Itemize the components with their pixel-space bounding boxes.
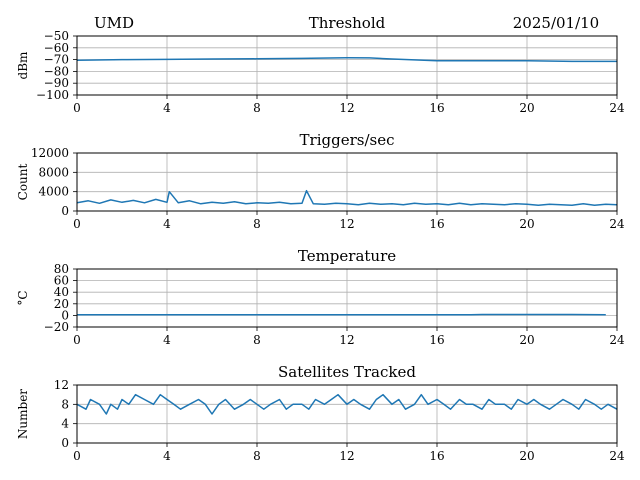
- x-tick-label: 16: [429, 101, 444, 115]
- x-tick-label: 24: [609, 449, 625, 463]
- x-tick-label: 20: [519, 333, 534, 347]
- x-tick-label: 24: [609, 333, 625, 347]
- y-axis-label: Count: [16, 163, 30, 200]
- x-tick-label: 4: [163, 449, 171, 463]
- x-tick-label: 20: [519, 101, 534, 115]
- y-tick-label: 0: [61, 436, 69, 450]
- y-axis-label: °C: [16, 290, 30, 305]
- y-tick-label: −70: [44, 53, 69, 67]
- y-tick-label: 12000: [31, 146, 69, 160]
- y-tick-label: 60: [54, 274, 69, 288]
- y-tick-label: −100: [36, 88, 69, 102]
- x-tick-label: 0: [73, 449, 81, 463]
- y-tick-label: 4: [61, 417, 69, 431]
- x-tick-label: 12: [339, 101, 354, 115]
- y-tick-label: 0: [61, 204, 69, 218]
- y-tick-label: 4000: [38, 185, 69, 199]
- chart-panel-4: 0 4 8 12 16 20 24 0 4 8 12 Satellites Tracked Number: [16, 363, 625, 463]
- x-tick-label: 16: [429, 333, 444, 347]
- x-tick-label: 0: [73, 333, 81, 347]
- y-tick-label: 80: [54, 262, 69, 276]
- x-tick-label: 16: [429, 217, 444, 231]
- y-tick-label: −80: [44, 64, 69, 78]
- x-tick-label: 0: [73, 101, 81, 115]
- y-tick-label: 40: [54, 285, 69, 299]
- y-tick-label: 20: [54, 297, 69, 311]
- y-tick-label: −60: [44, 41, 69, 55]
- y-tick-label: 8000: [38, 165, 69, 179]
- y-tick-label: 8: [61, 397, 69, 411]
- x-tick-label: 24: [609, 217, 625, 231]
- x-tick-label: 4: [163, 217, 171, 231]
- x-tick-label: 4: [163, 101, 171, 115]
- y-tick-label: −20: [44, 320, 69, 334]
- y-axis-label: Number: [16, 389, 30, 439]
- panel-title: Temperature: [298, 247, 396, 265]
- x-tick-label: 8: [253, 333, 261, 347]
- panel-title: Triggers/sec: [300, 131, 395, 149]
- series-line-1: [76, 57, 617, 63]
- x-tick-label: 0: [73, 217, 81, 231]
- x-tick-label: 8: [253, 217, 261, 231]
- series-line-1: [76, 393, 618, 415]
- x-tick-label: 16: [429, 449, 444, 463]
- y-tick-label: −90: [44, 76, 69, 90]
- x-tick-label: 8: [253, 101, 261, 115]
- x-tick-label: 12: [339, 449, 354, 463]
- station-label: UMD: [94, 14, 134, 32]
- chart-panel-1: 0 4 8 12 16 20 24 −100−90−80−70−60−50 Threshold d…: [16, 14, 625, 115]
- x-tick-label: 12: [339, 217, 354, 231]
- chart-panels: 0 4 8 12 16 20 24 −100−90−80−70−60−50 Threshold d…: [16, 14, 625, 463]
- chart-panel-2: 0 4 8 12 16 20 24 0 4000 8000 12000 Triggers/sec Cou…: [16, 131, 625, 231]
- x-tick-label: 20: [519, 217, 534, 231]
- series-line-1: [76, 189, 618, 206]
- panel-title: Threshold: [309, 14, 386, 32]
- date-label: 2025/01/10: [513, 14, 599, 32]
- x-tick-label: 12: [339, 333, 354, 347]
- panel-title: Satellites Tracked: [278, 363, 416, 381]
- x-tick-label: 24: [609, 101, 625, 115]
- x-tick-label: 4: [163, 333, 171, 347]
- y-axis-label: dBm: [16, 51, 30, 80]
- y-tick-label: −50: [44, 29, 69, 43]
- y-tick-label: 12: [54, 378, 69, 392]
- y-tick-label: 0: [61, 308, 69, 322]
- x-tick-label: 8: [253, 449, 261, 463]
- x-tick-label: 20: [519, 449, 534, 463]
